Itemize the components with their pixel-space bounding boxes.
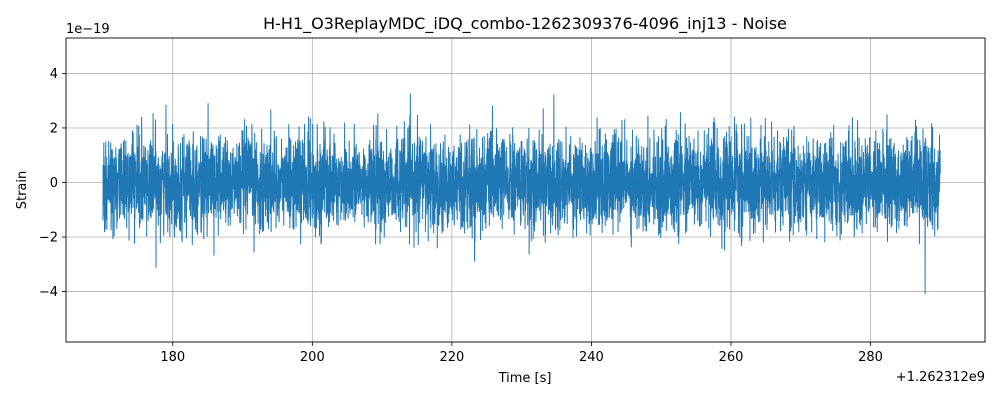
- x-tick-label: 240: [579, 350, 604, 365]
- plot-frame: [65, 37, 986, 343]
- x-tick-label: 180: [160, 350, 185, 365]
- x-tick-label: 260: [719, 350, 744, 365]
- series-line: [102, 93, 941, 295]
- x-tick-label: 220: [439, 350, 464, 365]
- x-tick-label: 200: [300, 350, 325, 365]
- y-tick-label: 0: [50, 176, 58, 191]
- y-tick-label: −2: [39, 231, 58, 246]
- chart-title: H-H1_O3ReplayMDC_iDQ_combo-1262309376-40…: [263, 14, 787, 34]
- axis-ticks: 180 200 220 240 260 280 −4 −2 0 2 4: [39, 67, 883, 365]
- series-layer: [102, 93, 941, 295]
- x-axis-label: Time [s]: [498, 371, 552, 386]
- x-tick-label: 280: [858, 350, 883, 365]
- y-axis-label: Strain: [15, 171, 30, 210]
- y-scale-label: 1e−19: [66, 22, 110, 37]
- x-offset-label: +1.262312e9: [896, 370, 985, 385]
- y-tick-label: 2: [50, 121, 58, 136]
- y-tick-label: 4: [50, 67, 58, 82]
- y-tick-label: −4: [39, 285, 58, 300]
